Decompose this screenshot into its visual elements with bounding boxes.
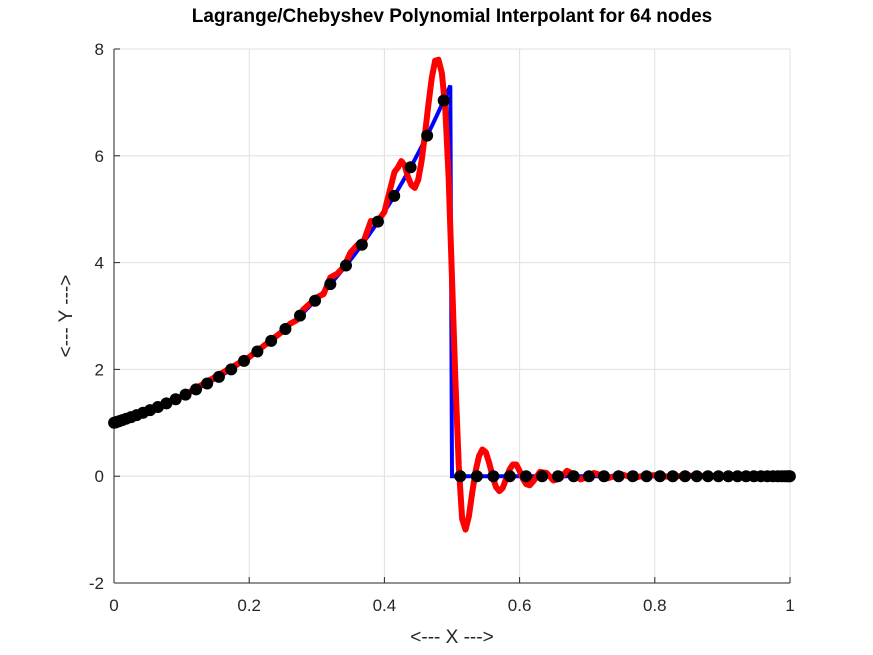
node-point xyxy=(265,334,278,347)
node-point xyxy=(722,470,735,483)
y-tick-label: 2 xyxy=(95,360,104,379)
node-point xyxy=(279,322,292,335)
node-point xyxy=(470,470,483,483)
node-point xyxy=(201,377,214,390)
node-point xyxy=(679,470,692,483)
node-point xyxy=(487,470,500,483)
node-point xyxy=(536,470,549,483)
node-point xyxy=(731,470,744,483)
node-point xyxy=(339,259,352,272)
x-tick-label: 0 xyxy=(109,596,118,615)
node-point xyxy=(437,94,450,107)
series-layer xyxy=(108,56,796,533)
node-point xyxy=(421,129,434,142)
node-point xyxy=(582,470,595,483)
tick-labels: 0 0.2 0.4 0.6 0.8 1 -2 0 2 4 6 8 xyxy=(89,40,795,615)
y-tick-label: 8 xyxy=(95,40,104,59)
node-point xyxy=(567,470,580,483)
node-point xyxy=(179,388,192,401)
node-point xyxy=(238,354,251,367)
x-tick-label: 0.2 xyxy=(237,596,261,615)
node-point xyxy=(653,470,666,483)
x-tick-label: 0.4 xyxy=(373,596,397,615)
node-point xyxy=(388,189,401,202)
node-point xyxy=(612,470,625,483)
node-point xyxy=(108,416,121,429)
node-point xyxy=(503,470,516,483)
y-tick-label: 6 xyxy=(95,147,104,166)
node-point xyxy=(740,470,753,483)
y-tick-label: -2 xyxy=(89,574,104,593)
node-point xyxy=(640,470,653,483)
node-point xyxy=(251,345,264,358)
node-point xyxy=(404,161,417,174)
node-point xyxy=(520,470,533,483)
node-point xyxy=(324,278,337,291)
chart-title: Lagrange/Chebyshev Polynomial Interpolan… xyxy=(192,6,713,27)
node-point xyxy=(552,470,565,483)
axes xyxy=(113,48,791,584)
y-tick-label: 4 xyxy=(95,254,104,273)
node-point xyxy=(597,470,610,483)
node-point xyxy=(371,215,384,228)
node-point xyxy=(225,363,238,376)
node-point xyxy=(212,370,225,383)
y-tick-label: 0 xyxy=(95,467,104,486)
node-point xyxy=(712,470,725,483)
node-point xyxy=(169,393,182,406)
node-point xyxy=(190,383,203,396)
node-point xyxy=(690,470,703,483)
x-tick-label: 0.6 xyxy=(508,596,532,615)
node-point xyxy=(355,238,368,251)
node-point xyxy=(701,470,714,483)
node-point xyxy=(666,470,679,483)
y-axis-label: <--- Y ---> xyxy=(56,275,77,358)
node-point xyxy=(454,470,467,483)
node-point xyxy=(294,309,307,322)
x-tick-label: 1 xyxy=(785,596,794,615)
x-tick-label: 0.8 xyxy=(643,596,667,615)
x-axis-label: <--- X ---> xyxy=(410,627,493,648)
node-point xyxy=(309,294,322,307)
node-point xyxy=(626,470,639,483)
